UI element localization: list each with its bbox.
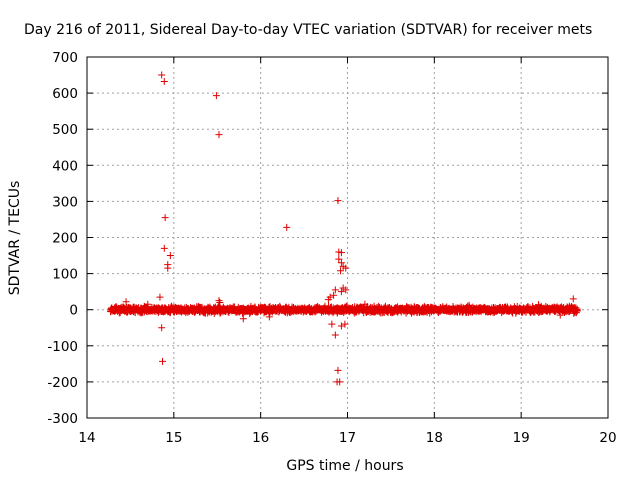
y-tick-label: 100: [52, 267, 78, 283]
data-point: [334, 366, 342, 374]
axis-ticks: 14 15 16 17 18 19 20 -300 -200 -100 0 100 200 300 400 5…: [47, 50, 616, 446]
y-tick-label: 0: [69, 303, 78, 319]
data-point: [164, 264, 172, 272]
data-point: [216, 298, 224, 306]
chart-title: Day 216 of 2011, Sidereal Day-to-day VTE…: [24, 22, 592, 38]
x-tick-label: 18: [426, 430, 443, 446]
data-point: [215, 297, 223, 305]
data-point: [212, 92, 220, 100]
data-point: [161, 214, 169, 222]
data-point: [324, 296, 332, 304]
x-tick-label: 19: [513, 430, 530, 446]
data-point: [265, 313, 273, 321]
x-axis-label: GPS time / hours: [286, 458, 403, 474]
data-point: [160, 244, 168, 252]
data-point: [156, 293, 164, 301]
y-tick-label: 500: [52, 122, 78, 138]
data-point: [556, 311, 564, 319]
data-point: [331, 286, 339, 294]
data-point: [465, 301, 473, 309]
data-point: [535, 301, 543, 309]
y-tick-label: 700: [52, 50, 78, 66]
data-point: [159, 357, 167, 365]
x-tick-label: 20: [599, 430, 616, 446]
y-tick-label: 400: [52, 158, 78, 174]
y-axis-label: SDTVAR / TECUs: [7, 181, 23, 296]
data-point: [283, 223, 291, 231]
data-point: [122, 298, 130, 306]
data-point: [337, 267, 345, 275]
x-tick-label: 14: [78, 430, 95, 446]
y-tick-label: -100: [47, 339, 78, 355]
data-point: [160, 78, 168, 86]
data-point: [239, 315, 247, 323]
data-point: [215, 131, 223, 139]
data-point: [573, 307, 581, 315]
data-point: [342, 286, 350, 294]
data-point: [337, 322, 345, 330]
y-tick-label: 200: [52, 231, 78, 247]
x-tick-label: 16: [252, 430, 269, 446]
data-point: [337, 288, 345, 296]
y-tick-label: -200: [47, 375, 78, 391]
data-point: [336, 378, 344, 386]
data-point: [569, 295, 577, 303]
data-point: [337, 249, 345, 257]
x-tick-label: 15: [165, 430, 182, 446]
data-point: [361, 300, 369, 308]
data-point: [144, 300, 152, 308]
data-point: [342, 264, 350, 272]
y-tick-label: 600: [52, 86, 78, 102]
data-point: [334, 197, 342, 205]
x-tick-label: 17: [339, 430, 356, 446]
data-point: [158, 71, 166, 79]
data-point: [158, 324, 166, 332]
data-points: [107, 71, 581, 386]
data-point: [335, 255, 343, 263]
grid-lines: [87, 57, 608, 418]
data-point: [328, 320, 336, 328]
data-point: [331, 331, 339, 339]
data-point: [166, 252, 174, 260]
y-tick-label: -300: [47, 411, 78, 427]
data-point: [341, 320, 349, 328]
data-point: [330, 291, 338, 299]
data-point: [337, 259, 345, 267]
y-tick-label: 300: [52, 194, 78, 210]
